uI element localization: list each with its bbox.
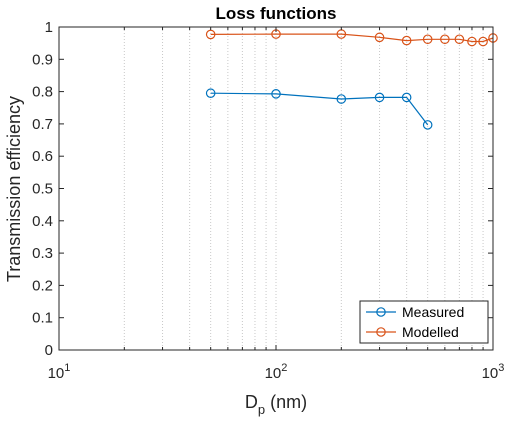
x-tick-label-exponent: 1 xyxy=(64,362,70,374)
chart-title: Loss functions xyxy=(216,4,337,23)
x-axis-label: Dp (nm) xyxy=(245,392,307,417)
x-tick-label-base: 10 xyxy=(48,365,65,382)
data-point-measured xyxy=(205,88,216,99)
x-axis-label-unit: (nm) xyxy=(265,392,307,412)
y-tick-label: 0.7 xyxy=(32,116,53,133)
y-tick-label: 0.9 xyxy=(32,51,53,68)
y-tick-label: 0.5 xyxy=(32,181,53,198)
y-tick-label: 1 xyxy=(45,19,53,36)
data-point-modelled xyxy=(401,35,412,46)
x-axis-label-subscript: p xyxy=(258,402,265,417)
data-point-modelled xyxy=(467,36,477,47)
legend: Measured Modelled xyxy=(359,300,489,344)
x-tick-label-base: 10 xyxy=(482,365,499,382)
x-tick-label-exponent: 3 xyxy=(498,362,504,374)
y-axis-label: Transmission efficiency xyxy=(4,96,24,282)
y-tick-label: 0.3 xyxy=(32,245,53,262)
legend-label-measured: Measured xyxy=(402,304,464,320)
data-point-modelled xyxy=(422,34,433,45)
data-point-modelled xyxy=(454,34,465,45)
data-point-measured xyxy=(374,92,385,103)
data-point-modelled xyxy=(478,36,488,47)
data-point-modelled xyxy=(205,29,216,40)
data-point-measured xyxy=(271,89,281,99)
y-tick-label: 0.8 xyxy=(32,84,53,101)
x-tick-label-base: 10 xyxy=(265,365,282,382)
legend-marker-measured xyxy=(376,307,386,317)
series-line-measured xyxy=(210,92,429,126)
legend-label-modelled: Modelled xyxy=(402,324,459,340)
y-tick-label: 0.4 xyxy=(32,213,53,230)
data-point-modelled xyxy=(374,32,385,43)
x-tick-label-exponent: 2 xyxy=(281,362,287,374)
data-point-measured xyxy=(336,94,347,104)
x-tick-label: 103 xyxy=(482,362,505,382)
x-tick-label: 101 xyxy=(48,362,71,382)
data-point-measured xyxy=(401,92,412,103)
x-tick-label: 102 xyxy=(265,362,288,382)
y-tick-label: 0.2 xyxy=(32,277,53,294)
data-point-modelled xyxy=(440,34,450,45)
x-axis-label-main: D xyxy=(245,392,258,412)
legend-marker-modelled xyxy=(376,327,386,337)
y-tick-label: 0.6 xyxy=(32,148,53,165)
data-point-measured xyxy=(422,120,433,130)
y-tick-label: 0.1 xyxy=(32,310,53,327)
y-tick-label: 0 xyxy=(45,342,53,359)
